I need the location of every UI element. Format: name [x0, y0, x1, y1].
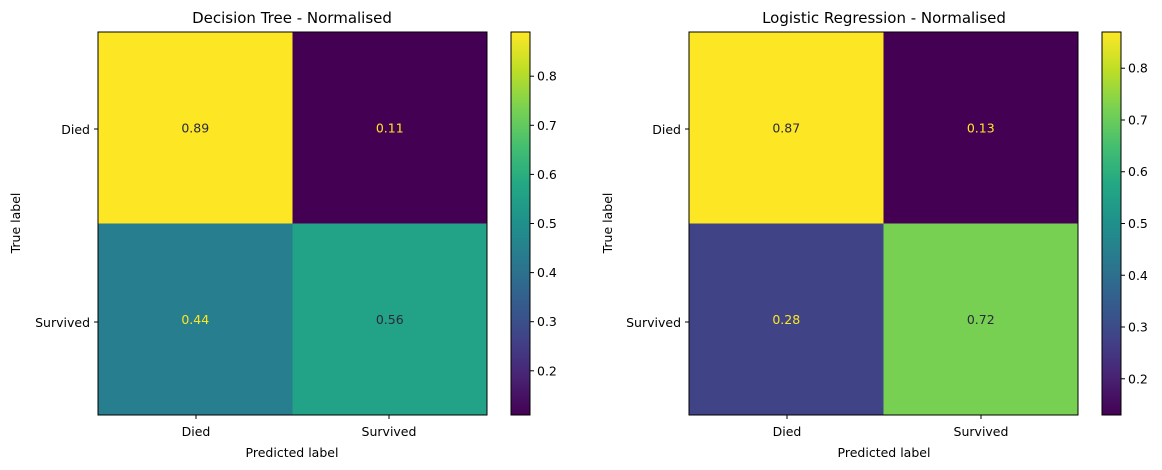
matrix-cells: 0.87 0.13 0.28 0.72: [689, 32, 1079, 416]
colorbar-gradient: [511, 32, 530, 415]
y-axis-label: True label: [8, 193, 23, 255]
cell-value-label: 0.72: [967, 312, 995, 327]
colorbar-tick-label: 0.7: [537, 118, 557, 133]
y-axis: Died Survived True label: [8, 122, 98, 330]
x-tick-label: Survived: [362, 424, 417, 439]
cell-value-label: 0.56: [376, 312, 404, 327]
colorbar-tick-label: 0.7: [1128, 112, 1148, 127]
x-tick-label: Died: [182, 424, 211, 439]
colorbar-tick-label: 0.8: [1128, 61, 1148, 76]
y-axis: Died Survived True label: [600, 122, 689, 330]
colorbar-gradient: [1102, 32, 1121, 415]
matrix-cell: [689, 223, 884, 416]
chart-title: Logistic Regression - Normalised: [762, 9, 1006, 27]
plot-frame: [97, 31, 488, 416]
y-tick-label: Survived: [626, 315, 681, 330]
colorbar: 0.2 0.3 0.4 0.5 0.6 0.7 0.8: [1101, 31, 1148, 416]
cell-value-label: 0.11: [376, 120, 404, 135]
cell-value-label: 0.13: [967, 120, 995, 135]
colorbar-tick-label: 0.5: [537, 216, 557, 231]
y-tick-label: Died: [652, 122, 681, 137]
colorbar-tick-label: 0.4: [1128, 268, 1148, 283]
x-tick-label: Survived: [954, 424, 1009, 439]
colorbar-tick-label: 0.4: [537, 265, 557, 280]
colorbar-tick-label: 0.5: [1128, 216, 1148, 231]
x-tick-label: Died: [773, 424, 802, 439]
matrix-cells: 0.89 0.11 0.44 0.56: [98, 32, 488, 416]
y-axis-label: True label: [600, 193, 615, 255]
matrix-cell: [292, 32, 488, 224]
x-axis-label: Predicted label: [838, 445, 931, 460]
chart-title: Decision Tree - Normalised: [192, 9, 392, 27]
colorbar-tick-label: 0.8: [537, 69, 557, 84]
colorbar-tick-label: 0.2: [537, 363, 557, 378]
confusion-matrix-logistic-regression: Logistic Regression - Normalised 0.87 0.1…: [600, 9, 1148, 460]
colorbar-tick-label: 0.6: [537, 167, 557, 182]
plot-frame: [688, 31, 1079, 416]
colorbar-tick-label: 0.6: [1128, 164, 1148, 179]
confusion-matrix-decision-tree: Decision Tree - Normalised 0.89 0.110.44 0…: [8, 9, 557, 460]
colorbar: 0.2 0.3 0.4 0.5 0.6 0.7 0.8: [510, 31, 557, 416]
x-axis-label: Predicted label: [246, 445, 339, 460]
x-axis: Died Survived Predicted label: [182, 415, 417, 460]
cell-value-label: 0.28: [772, 312, 800, 327]
colorbar-tick-label: 0.3: [537, 314, 557, 329]
matrix-cell: [98, 223, 293, 416]
matrix-cell: [883, 32, 1079, 224]
x-axis: Died Survived Predicted label: [773, 415, 1009, 460]
y-tick-label: Survived: [35, 315, 90, 330]
matrix-cell: [292, 223, 488, 416]
y-tick-label: Died: [61, 122, 90, 137]
cell-value-label: 0.87: [772, 120, 800, 135]
colorbar-tick-label: 0.2: [1128, 371, 1148, 386]
matrix-cell: [98, 32, 293, 224]
colorbar-tick-label: 0.3: [1128, 320, 1148, 335]
cell-value-label: 0.44: [181, 312, 209, 327]
cell-value-label: 0.89: [181, 120, 209, 135]
matrix-cell: [883, 223, 1079, 416]
matrix-cell: [689, 32, 884, 224]
